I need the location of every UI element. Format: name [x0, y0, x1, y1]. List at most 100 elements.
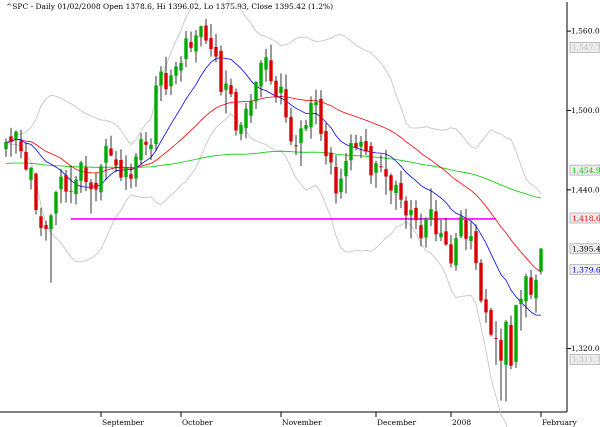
candle-body: [304, 125, 308, 129]
candle-body: [489, 309, 493, 335]
candle-body: [349, 143, 353, 161]
candle-body: [239, 124, 243, 134]
candle-body: [404, 200, 408, 216]
candle-body: [364, 141, 368, 152]
candle-body: [534, 279, 538, 299]
price-label-box: [569, 354, 600, 365]
candle-body: [289, 117, 293, 142]
y-axis: 1,560.0 1,500.0 1,440.0 1,320.0: [567, 27, 600, 353]
x-tick-label: February: [542, 418, 578, 427]
candle-body: [74, 179, 78, 195]
candle-body: [439, 232, 443, 238]
candle-body: [309, 102, 313, 128]
candle-body: [484, 299, 488, 313]
candle-body: [169, 75, 173, 87]
bollinger-bands: [5, 0, 542, 427]
candle-body: [114, 159, 118, 166]
candle-body: [109, 148, 113, 156]
y-tick-label: 1,500.0: [571, 106, 600, 115]
candle-body: [9, 136, 13, 142]
x-tick-label: November: [282, 418, 322, 427]
candle-body: [279, 86, 283, 94]
candle-body: [134, 156, 138, 179]
candle-body: [499, 339, 503, 361]
candle-body: [209, 38, 213, 49]
x-axis: September October November December 2008 Febr…: [100, 412, 578, 427]
price-label: 1,454.91: [572, 166, 600, 175]
upper-band-line: [5, 0, 542, 194]
lower-band-line: [5, 112, 508, 427]
candle-body: [384, 169, 388, 177]
candle-body: [129, 174, 133, 179]
candle-body: [524, 276, 528, 302]
candle-body: [219, 50, 223, 92]
candle-body: [519, 298, 523, 304]
price-labels: 1,547.71 1,454.91 1,418.67 1,395.42 1,379.65…: [569, 42, 600, 365]
x-tick-label: October: [182, 418, 213, 427]
price-label-box: [569, 264, 600, 275]
candlesticks: [4, 18, 543, 402]
candle-body: [464, 219, 468, 239]
candle-body: [324, 130, 328, 157]
price-label: 1,547.71: [572, 43, 600, 52]
y-tick-label: 1,440.0: [571, 185, 600, 194]
candle-body: [34, 173, 38, 210]
candle-body: [4, 141, 8, 150]
candle-body: [149, 144, 153, 149]
candle-body: [479, 262, 483, 301]
candle-body: [89, 182, 93, 190]
mid-ma-line: [5, 96, 542, 273]
candle-body: [529, 277, 533, 295]
candle-body: [389, 175, 393, 191]
candle-body: [284, 89, 288, 118]
candle-body: [469, 235, 473, 241]
candle-body: [199, 26, 203, 37]
candle-body: [419, 225, 423, 239]
candle-body: [274, 80, 278, 97]
candle-body: [19, 141, 23, 152]
candle-body: [244, 108, 248, 129]
candle-body: [359, 141, 363, 147]
candle-body: [64, 175, 68, 192]
x-tick-label: December: [377, 418, 416, 427]
candle-body: [294, 145, 298, 147]
candle-body: [334, 167, 338, 194]
y-tick-label: 1,560.0: [571, 27, 600, 36]
candle-body: [144, 141, 148, 145]
candle-body: [399, 183, 403, 200]
candle-body: [459, 216, 463, 237]
candle-body: [414, 207, 418, 221]
candle-body: [494, 338, 498, 340]
candle-body: [194, 35, 198, 52]
price-label: 1,311.75: [572, 355, 600, 364]
price-label: 1,379.65: [572, 265, 600, 274]
price-label-box: [569, 212, 600, 224]
candle-body: [259, 62, 263, 87]
candle-body: [99, 166, 103, 193]
candle-body: [84, 167, 88, 183]
candle-body: [254, 81, 258, 102]
candle-body: [424, 218, 428, 238]
price-label: 1,418.67: [572, 214, 600, 223]
candle-body: [234, 92, 238, 131]
candle-body: [69, 190, 73, 192]
price-label: 1,395.42: [572, 245, 600, 254]
candle-body: [184, 38, 188, 60]
candle-body: [139, 139, 143, 161]
candle-body: [394, 184, 398, 194]
x-tick-label: September: [102, 418, 144, 427]
candle-body: [269, 60, 273, 82]
candle-body: [24, 152, 28, 170]
candle-body: [189, 42, 193, 48]
price-label-box: [569, 243, 600, 255]
candle-body: [329, 152, 333, 163]
candle-body: [379, 166, 383, 168]
candle-body: [434, 211, 438, 235]
candle-body: [539, 248, 543, 272]
candle-body: [204, 25, 208, 41]
candle-body: [504, 321, 508, 365]
candle-body: [29, 167, 33, 180]
candle-body: [444, 231, 448, 245]
candle-body: [249, 101, 253, 116]
